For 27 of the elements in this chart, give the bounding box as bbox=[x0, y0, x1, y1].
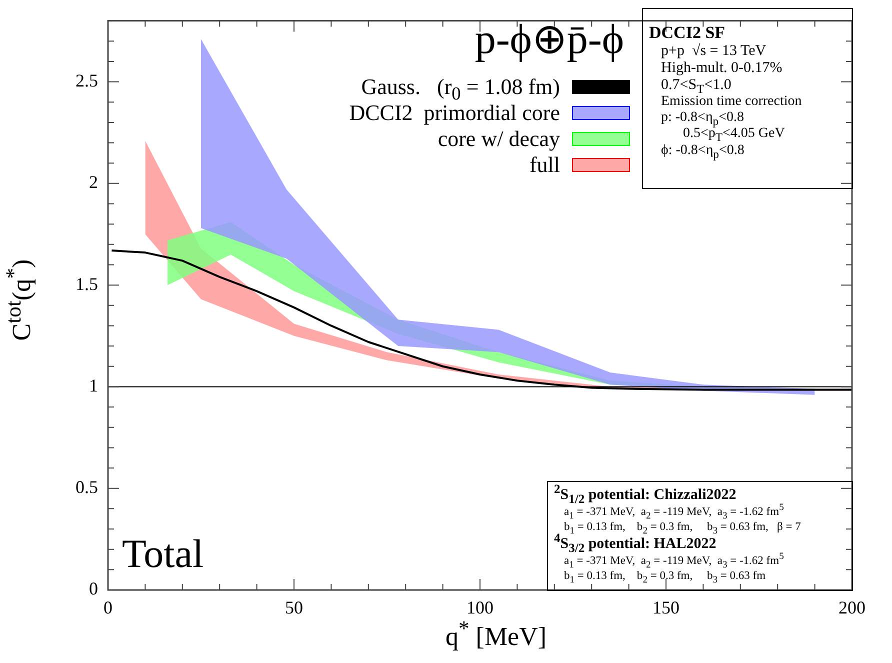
legend-title: p-ϕ⊕p̄-ϕ bbox=[474, 16, 624, 64]
annotation: b$_{1}$ = 0.13 fm, b$_{2}$ = 0.3 fm, b$_{3}$ = 0.63 fm, β = 7 bbox=[564, 521, 801, 536]
annotation: b$_{1}$ = 0.13 fm, b$_{2}$ = 0.3 fm, b$_{3}$ = 0.63 fm bbox=[563, 569, 767, 586]
y-tick-label: 2.5 bbox=[76, 70, 98, 91]
annotation: a$_{1}$ = -371 MeV, a$_{2}$ = -119 MeV, a$_{3}$ = -1.62 fm$^{5}$ bbox=[563, 551, 785, 570]
annotation: 0.7<S$_{T}$<1.0 bbox=[660, 77, 732, 96]
x-tick-label: 50 bbox=[285, 598, 303, 618]
legend-label: full bbox=[529, 152, 560, 178]
x-tick-label: 0 bbox=[104, 598, 112, 618]
x-tick-label: 150 bbox=[652, 598, 680, 618]
annotation: p: -0.8<η$_{p}$<0.8 bbox=[660, 110, 744, 128]
annotation: Total bbox=[122, 530, 204, 577]
y-tick-label: 1.5 bbox=[76, 274, 98, 294]
annotation: Emission time correction bbox=[660, 94, 803, 110]
y-tick-label: 1 bbox=[89, 375, 98, 396]
x-axis-title: q$^{*}$ [MeV] bbox=[444, 616, 548, 652]
legend-label: core w/ decay bbox=[438, 126, 560, 152]
x-tick-label: 200 bbox=[838, 598, 866, 618]
annotation: DCCI2 SF bbox=[649, 23, 726, 43]
annotation: ϕ: -0.8<η$_{p}$<0.8 bbox=[660, 142, 746, 160]
y-tick-label: 0 bbox=[89, 578, 98, 599]
annotation: 0.5<p$_{T}$<4.05 GeV bbox=[682, 126, 786, 144]
y-tick-label: 2 bbox=[89, 172, 98, 192]
annotation: p+p √s = 13 TeV bbox=[660, 42, 768, 60]
annotation: High-mult. 0-0.17% bbox=[660, 60, 784, 78]
y-tick-label: 0.5 bbox=[76, 477, 98, 498]
x-tick-label: 100 bbox=[466, 598, 494, 618]
